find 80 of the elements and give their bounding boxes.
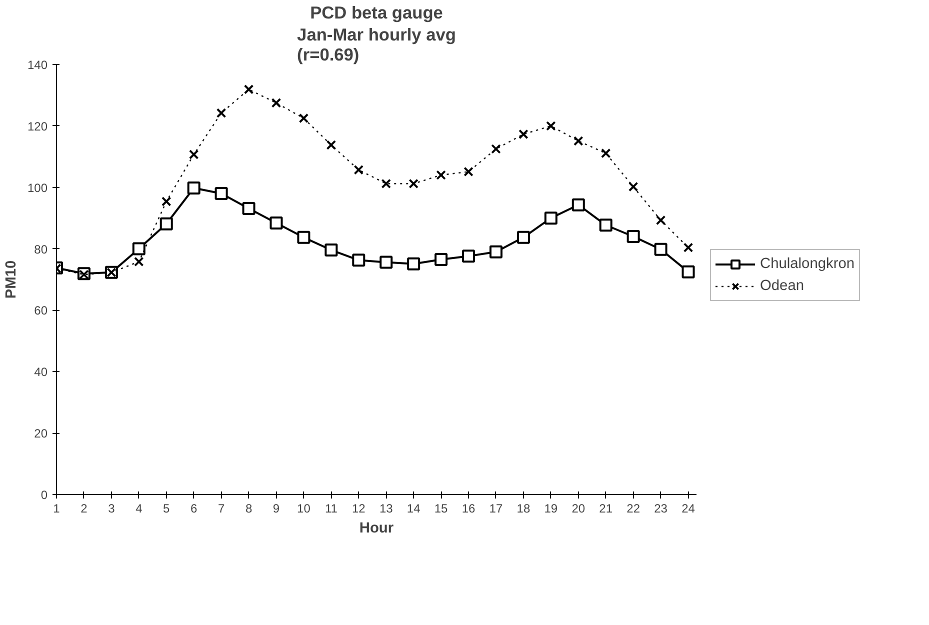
point (574, 136, 584, 146)
y-tick-label: 20 (34, 426, 48, 441)
y-tick-label: 100 (27, 180, 48, 195)
x-tick-label: 19 (544, 502, 558, 516)
x-tick-label: 6 (190, 502, 198, 516)
point (187, 181, 200, 194)
point (352, 254, 366, 267)
point (160, 217, 173, 230)
x-tick-label: 23 (654, 502, 668, 516)
x-tick-label: 14 (406, 502, 421, 516)
legend-label: Odean (760, 278, 804, 294)
point (242, 202, 256, 216)
x-tick-label: 10 (297, 502, 311, 516)
x-tick-label: 20 (572, 502, 586, 516)
point (297, 230, 310, 244)
point (599, 218, 612, 232)
point (516, 230, 530, 244)
chart-title: PCD beta gauge (310, 2, 444, 22)
point (381, 178, 392, 189)
point (408, 178, 418, 189)
point (244, 84, 254, 94)
x-tick-label: 22 (626, 502, 640, 516)
y-tick-label: 80 (34, 242, 48, 256)
point (354, 164, 364, 175)
chart-subtitle: Jan-Mar hourly avg (r=0.69) (297, 24, 456, 64)
y-axis-title: PM10 (3, 260, 20, 299)
x-tick-label: 9 (272, 502, 280, 516)
x-axis-title: Hour (359, 520, 394, 536)
legend-label: Chulalongkron (760, 256, 855, 272)
point (434, 253, 448, 266)
point (161, 196, 172, 206)
point (489, 245, 502, 258)
x-tick-label: 21 (599, 502, 613, 516)
point (600, 148, 611, 158)
x-tick-label: 8 (245, 502, 252, 516)
point (271, 98, 282, 108)
point (380, 256, 393, 269)
point (546, 121, 556, 131)
x-tick-label: 2 (80, 502, 88, 516)
point (518, 129, 528, 140)
x-tick-label: 18 (516, 502, 530, 516)
point (572, 198, 585, 212)
x-tick-label: 3 (108, 502, 116, 516)
point (654, 242, 668, 256)
point (436, 170, 446, 180)
y-tick-label: 140 (27, 58, 48, 72)
point (326, 140, 336, 150)
x-tick-label: 24 (682, 502, 696, 516)
y-tick-label: 0 (40, 488, 48, 502)
point (324, 244, 338, 257)
x-tick-label: 15 (434, 502, 448, 516)
point (628, 182, 638, 192)
point (298, 113, 309, 124)
point (464, 166, 474, 177)
y-tick-label: 60 (34, 304, 48, 318)
point (270, 216, 283, 230)
point (134, 256, 144, 267)
x-tick-label: 7 (218, 502, 225, 516)
point (544, 212, 558, 225)
x-tick-label: 4 (136, 502, 143, 516)
x-tick-label: 5 (163, 502, 170, 516)
point (407, 257, 420, 270)
point (214, 187, 228, 200)
point (682, 265, 695, 278)
x-tick-label: 1 (53, 502, 60, 516)
point (188, 150, 199, 160)
point (491, 144, 501, 154)
x-tick-label: 12 (352, 502, 366, 516)
x-tick-label: 11 (324, 502, 338, 516)
y-tick-label: 40 (34, 365, 48, 380)
y-tick-label: 120 (27, 119, 48, 134)
point (216, 108, 226, 118)
point (462, 250, 476, 263)
point (683, 242, 694, 252)
x-tick-label: 16 (462, 502, 476, 516)
x-tick-label: 13 (379, 502, 394, 516)
point (132, 242, 146, 256)
point (656, 215, 666, 226)
x-tick-label: 17 (489, 502, 503, 516)
point (626, 230, 640, 243)
